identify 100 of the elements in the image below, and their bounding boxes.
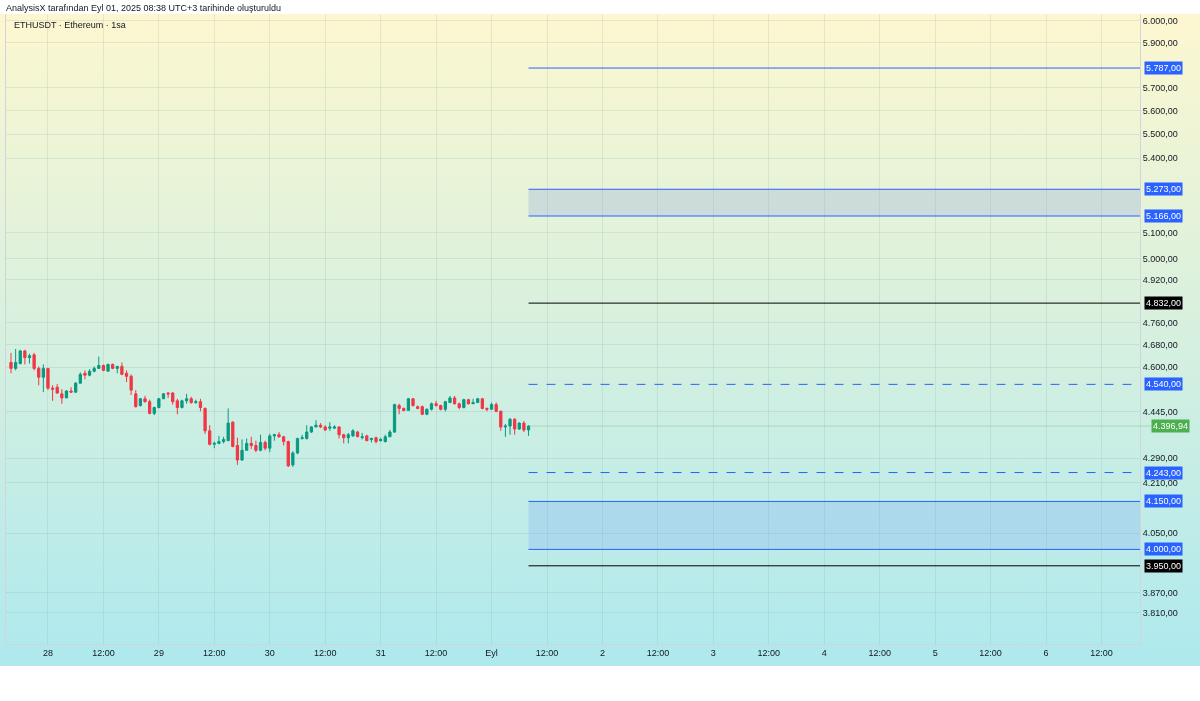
candlestick xyxy=(41,363,45,393)
candlestick xyxy=(101,363,106,372)
candlestick xyxy=(13,348,18,371)
x-tick-label: 30 xyxy=(264,647,275,658)
candlestick xyxy=(189,396,193,405)
candlestick xyxy=(360,432,364,440)
ref-line-label: 5.166,00 xyxy=(1146,211,1182,221)
candlestick xyxy=(27,353,32,365)
y-tick-label: 5.000,00 xyxy=(1142,253,1178,264)
x-tick-label: 31 xyxy=(375,647,386,658)
candlestick xyxy=(134,389,138,409)
candlestick xyxy=(115,365,119,374)
y-tick-label: 5.900,00 xyxy=(1142,37,1178,48)
candlestick xyxy=(462,398,466,409)
candlestick xyxy=(323,424,327,432)
candlestick xyxy=(226,407,230,442)
candlestick xyxy=(406,397,411,411)
candlestick xyxy=(471,398,475,405)
candlestick xyxy=(429,402,434,411)
candlestick xyxy=(526,424,531,437)
y-tick-label: 3.870,00 xyxy=(1142,587,1178,598)
ref-line-label: 4.000,00 xyxy=(1146,544,1182,554)
y-tick-label: 5.500,00 xyxy=(1142,129,1178,140)
text: ETHUSDT · Ethereum · 1sa xyxy=(14,20,126,30)
candlestick xyxy=(355,430,360,438)
candlestick xyxy=(332,424,337,430)
x-tick-label: 12:00 xyxy=(1090,647,1113,658)
ref-line-label: 3.950,00 xyxy=(1146,561,1182,571)
ref-line-label: 4.540,00 xyxy=(1146,379,1182,389)
y-tick-label: 5.400,00 xyxy=(1142,153,1178,164)
candlestick xyxy=(513,417,517,436)
y-tick-label: 4.210,00 xyxy=(1142,477,1178,488)
x-tick-label: 12:00 xyxy=(203,647,226,658)
x-tick-label: 12:00 xyxy=(92,647,115,658)
candlestick xyxy=(263,440,267,451)
y-tick-label: 4.600,00 xyxy=(1142,362,1178,373)
candlestick xyxy=(374,436,378,444)
candlestick xyxy=(489,402,494,410)
x-tick-label: 12:00 xyxy=(979,647,1002,658)
candlestick xyxy=(328,421,332,432)
candlestick xyxy=(517,421,521,431)
candlestick xyxy=(420,404,424,416)
ref-line-label: 4.243,00 xyxy=(1146,468,1182,478)
x-tick-label: 28 xyxy=(42,647,53,658)
candlestick xyxy=(369,437,374,443)
y-tick-label: 4.445,00 xyxy=(1142,407,1178,418)
y-tick-label: 6.000,00 xyxy=(1142,16,1178,27)
candlestick xyxy=(268,433,272,453)
annotation: 4.396,94 xyxy=(1153,421,1189,431)
ref-line-label: 4.150,00 xyxy=(1146,496,1182,506)
y-tick-label: 4.050,00 xyxy=(1142,528,1178,539)
candlestick xyxy=(286,440,290,468)
candlestick xyxy=(365,434,369,442)
candlestick xyxy=(194,399,198,405)
ref-line-label: 5.787,00 xyxy=(1146,63,1182,73)
candlestick xyxy=(240,438,244,462)
y-tick-label: 5.100,00 xyxy=(1142,227,1178,238)
candlestick xyxy=(425,407,429,416)
candlestick xyxy=(258,434,263,452)
candlestick xyxy=(23,349,27,365)
candlestick xyxy=(184,393,189,405)
y-tick-label: 4.920,00 xyxy=(1142,274,1178,285)
x-tick-label: 6 xyxy=(1043,647,1049,658)
x-tick-label: 12:00 xyxy=(535,647,559,658)
y-tick-label: 4.290,00 xyxy=(1142,453,1178,464)
chart-subtitle: AnalysisX tarafından Eyl 01, 2025 08:38 UTC+3 tarihinde oluşturuldu xyxy=(6,2,281,14)
candlestick xyxy=(69,386,73,394)
candlestick xyxy=(508,417,512,436)
candlestick xyxy=(87,368,92,377)
y-tick-label: 3.810,00 xyxy=(1142,607,1178,618)
x-tick-label: 12:00 xyxy=(424,647,448,658)
x-tick-label: 5 xyxy=(932,647,938,658)
candlestick xyxy=(64,389,69,399)
ref-line-label: 4.832,00 xyxy=(1146,298,1182,308)
candlestick xyxy=(74,381,78,394)
candlestick xyxy=(392,403,397,434)
y-tick-label: 5.700,00 xyxy=(1142,82,1178,93)
x-tick-label: 4 xyxy=(821,647,827,658)
x-tick-label: 12:00 xyxy=(757,647,781,658)
candlestick xyxy=(217,435,221,445)
candlestick xyxy=(318,422,323,429)
candlestick xyxy=(106,363,110,372)
y-tick-label: 5.600,00 xyxy=(1142,106,1178,117)
candlestick xyxy=(452,395,457,406)
ref-line-label: 5.273,00 xyxy=(1146,184,1182,194)
x-tick-label: 12:00 xyxy=(313,647,337,658)
y-tick-label: 4.680,00 xyxy=(1142,339,1178,350)
candlestick xyxy=(9,352,13,374)
candlestick xyxy=(78,371,82,384)
candlestick xyxy=(411,397,415,408)
candlestick xyxy=(337,425,341,440)
candlestick xyxy=(138,397,143,408)
x-tick-label: 3 xyxy=(710,647,716,658)
x-tick-label: Eyl xyxy=(485,647,498,658)
candlestick xyxy=(129,373,133,396)
candlestick xyxy=(522,420,526,433)
x-tick-label: 2 xyxy=(599,647,605,658)
candlestick xyxy=(198,398,203,412)
x-tick-label: 12:00 xyxy=(646,647,670,658)
x-tick-label: 12:00 xyxy=(868,647,891,658)
